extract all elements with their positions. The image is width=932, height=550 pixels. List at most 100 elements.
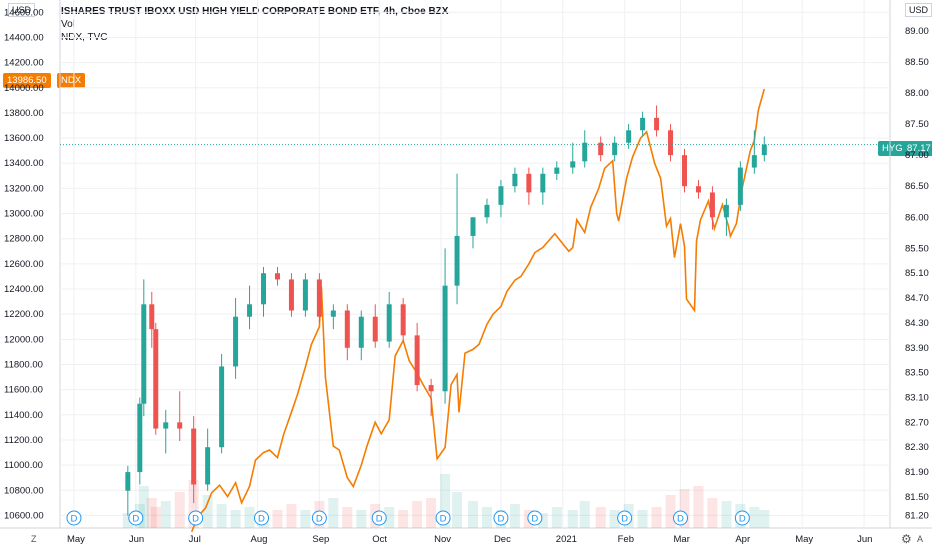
right-axis-tick-label: 86.50 [905,181,929,192]
left-axis-tick-label: 10800.00 [4,485,44,496]
left-axis-tick-label: 11600.00 [4,385,43,396]
volume-bar [481,507,492,528]
volume-bar [412,501,423,528]
dividend-marker-label: D [132,514,139,525]
time-axis-tick-label: Mar [674,534,690,545]
candle-body [137,403,143,473]
time-axis-tick-label: Oct [372,534,387,545]
volume-bar [188,480,199,528]
candle-body [125,472,131,491]
candle-body [681,155,687,187]
time-axis-tick-label: Jun [129,534,144,545]
left-axis-tick-label: 12800.00 [4,234,44,245]
volume-bar [651,507,662,528]
volume-bar [537,513,548,528]
dividend-marker-circle [617,510,633,526]
settings-gear-icon[interactable]: ⚙ [901,532,912,546]
volume-bar [160,501,171,528]
volume-bar [759,510,770,528]
left-axis-tick-label: 12400.00 [4,284,44,295]
right-axis-tick-label: 87.50 [905,119,929,130]
volume-bar [202,495,213,528]
candle-body [302,279,308,311]
left-axis-tick-label: 13000.00 [4,209,44,220]
dividend-marker-label: D [677,514,684,525]
time-axis-tick-label: Jul [189,534,201,545]
left-axis-tick-label: 11400.00 [4,410,43,421]
candle-body [612,142,618,156]
volume-bar [174,492,185,528]
left-axis-tick-label: 11000.00 [4,460,43,471]
left-axis-tick-label: 12000.00 [4,334,44,345]
volume-bar [693,486,704,528]
volume-bar [122,513,133,528]
candle-body [414,335,420,386]
candle-body [554,167,560,174]
volume-bar [595,507,606,528]
dividend-marker-circle [673,510,689,526]
volume-legend[interactable]: Vol [61,19,75,30]
volume-bar [216,504,227,528]
time-axis-tick-label: Apr [735,534,750,545]
candle-body [540,173,546,193]
ndx-price-tag: 13986.50 [3,73,51,88]
left-axis-tick-label: 13400.00 [4,158,44,169]
ndx-line [190,88,766,533]
volume-bar [551,507,562,528]
candle-body [751,155,757,168]
dividend-marker-circle [527,510,543,526]
volume-bar [440,474,451,528]
volume-bar [749,507,760,528]
volume-bar [138,486,149,528]
dividend-marker-label: D [621,514,628,525]
volume-bar [567,510,578,528]
volume-bar [286,504,297,528]
dividend-marker-label: D [739,514,746,525]
volume-bar [328,498,339,528]
volume-bar [244,507,255,528]
dividend-marker-label: D [376,514,383,525]
candle-body [640,117,646,131]
left-axis-tick-label: 12600.00 [4,259,44,270]
volume-bar [150,507,161,528]
right-axis-tick-label: 82.70 [905,417,929,428]
volume-bar [398,510,409,528]
dividend-marker-label: D [258,514,265,525]
candle-body [386,304,392,342]
right-axis-tick-label: 87.00 [905,150,929,161]
candle-body [428,385,434,392]
candle-body [761,144,767,156]
dividend-marker-label: D [531,514,538,525]
left-axis-tick-label: 14400.00 [4,32,44,43]
auto-scale-button[interactable]: A [917,534,924,544]
left-axis-tick-label: 11200.00 [4,435,43,446]
candle-body [598,142,604,156]
left-axis-tick-label: 14600.00 [4,7,44,18]
right-axis-tick-label: 83.50 [905,368,929,379]
candle-body [191,428,197,485]
volume-bar [272,510,283,528]
right-axis-tick-label: 81.90 [905,467,929,478]
dividend-marker-circle [311,510,327,526]
candle-body [344,310,350,348]
candle-body [261,273,267,305]
volume-bar [637,510,648,528]
volume-bar [452,492,463,528]
timezone-button[interactable]: Z [31,534,37,544]
volume-bar [509,504,520,528]
volume-bar [707,498,718,528]
candle-body [149,304,155,330]
left-axis-tick-label: 13800.00 [4,108,44,119]
dividend-marker-circle [128,510,144,526]
right-axis-tick-label: 81.20 [905,511,929,522]
candle-body [512,173,518,187]
left-currency-label[interactable]: USD [8,3,36,17]
volume-bar [579,501,590,528]
candle-body [316,279,322,317]
ndx-name-tag: NDX [57,73,86,88]
candle-body [626,130,632,143]
volume-bar [468,501,479,528]
left-axis-tick-label: 14200.00 [4,58,44,69]
right-axis-tick-label: 88.00 [905,88,929,99]
